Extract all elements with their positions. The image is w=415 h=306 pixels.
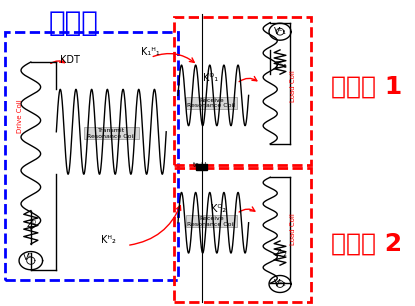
Text: Zᴸ₂: Zᴸ₂ (274, 248, 287, 258)
Text: K₁ᴴ₁: K₁ᴴ₁ (141, 47, 159, 58)
Text: Kᴼ₂: Kᴼ₂ (211, 204, 227, 214)
Text: Receive
Resonance Coil: Receive Resonance Coil (187, 216, 235, 227)
Text: 수신부 1: 수신부 1 (331, 74, 402, 98)
Text: Vᴸ₁: Vᴸ₁ (274, 27, 287, 36)
Bar (186, 215, 237, 227)
FancyArrowPatch shape (239, 76, 257, 82)
Text: Vᴰ: Vᴰ (23, 253, 33, 262)
FancyArrowPatch shape (153, 54, 194, 62)
Text: tc-U: tc-U (193, 162, 207, 168)
FancyArrowPatch shape (239, 207, 255, 212)
Text: Receive
Resonance Coil: Receive Resonance Coil (187, 98, 235, 108)
Text: Load Coil: Load Coil (290, 213, 296, 245)
Text: Load Coil: Load Coil (290, 70, 296, 102)
Text: KDT: KDT (60, 55, 80, 65)
Text: Transmit
Resonance Coil: Transmit Resonance Coil (87, 128, 135, 139)
FancyArrowPatch shape (51, 58, 64, 63)
Bar (84, 127, 139, 139)
Text: Drive Coil: Drive Coil (17, 100, 23, 133)
Bar (195, 164, 208, 170)
Text: Zᴸ₁: Zᴸ₁ (274, 61, 287, 69)
Text: Vᴸ₂: Vᴸ₂ (274, 279, 287, 288)
Text: Zᴰ: Zᴰ (27, 220, 37, 229)
Bar (186, 97, 237, 109)
Text: Kᴴ₂: Kᴴ₂ (101, 236, 116, 245)
FancyArrowPatch shape (130, 206, 181, 245)
Text: 수신부 2: 수신부 2 (331, 232, 402, 256)
Text: 송신부: 송신부 (49, 9, 98, 37)
Text: Kᴼ₁: Kᴼ₁ (203, 73, 219, 83)
